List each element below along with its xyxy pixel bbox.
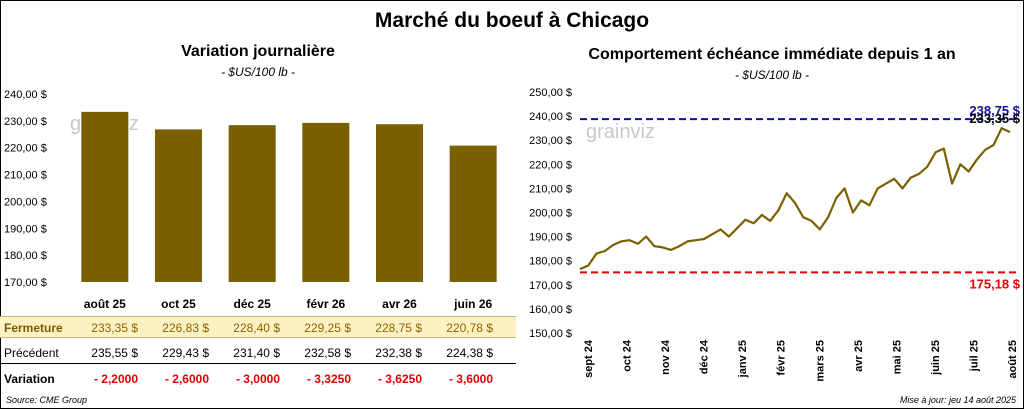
table-cell: 226,83 $: [162, 321, 209, 335]
reference-label-high: 238,75 $: [969, 103, 1020, 118]
y-tick-label: 190,00 $: [4, 223, 47, 235]
table-row-fermeture: Fermeture 233,35 $ 226,83 $ 228,40 $ 229…: [0, 316, 516, 338]
y-tick-label: 180,00 $: [4, 250, 47, 262]
y-tick-label: 200,00 $: [529, 208, 572, 220]
y-tick-label: 190,00 $: [529, 232, 572, 244]
main-title: Marché du boeuf à Chicago: [374, 9, 650, 32]
x-tick-label: juil 25: [968, 340, 980, 372]
x-tick-label: juin 26: [453, 297, 492, 311]
table-row-precedent: Précédent 235,55 $ 229,43 $ 231,40 $ 232…: [0, 340, 516, 364]
bar: [81, 111, 129, 282]
line-chart-title: Comportement échéance immédiate depuis 1…: [588, 46, 956, 63]
table-cell: - 2,2000: [93, 372, 138, 386]
watermark-logo: grainviz: [586, 121, 655, 143]
bar-chart-title: Variation journalière: [181, 43, 335, 60]
table-cell: - 3,6250: [377, 372, 422, 386]
row-label: Variation: [4, 372, 55, 386]
x-tick-label: juin 25: [930, 340, 942, 376]
x-tick-label: oct 25: [161, 297, 196, 311]
y-tick-label: 230,00 $: [529, 135, 572, 147]
table-cell: 220,78 $: [446, 321, 493, 335]
table-cell: 229,25 $: [304, 321, 351, 335]
row-label: Fermeture: [4, 321, 63, 335]
table-cell: 224,38 $: [446, 346, 493, 360]
x-tick-label: déc 25: [233, 297, 271, 311]
y-tick-label: 160,00 $: [529, 304, 572, 316]
table-cell: 228,40 $: [233, 321, 280, 335]
y-tick-label: 150,00 $: [529, 328, 572, 340]
table-row-variation: Variation - 2,2000 - 2,6000 - 3,0000 - 3…: [0, 366, 516, 390]
x-tick-label: mars 25: [814, 340, 826, 382]
x-tick-label: févr 25: [776, 340, 788, 375]
y-tick-label: 240,00 $: [4, 89, 47, 101]
y-tick-label: 210,00 $: [4, 170, 47, 182]
x-tick-label: sept 24: [583, 339, 595, 378]
y-tick-label: 200,00 $: [4, 196, 47, 208]
source-note: Source: CME Group: [6, 395, 88, 405]
table-cell: 232,38 $: [375, 346, 422, 360]
x-tick-label: déc 24: [699, 339, 711, 374]
price-series-line: [579, 127, 1011, 271]
line-chart: grainviz 150,00 $ 160,00 $ 170,00 $ 180,00 …: [529, 87, 1021, 382]
update-note: Mise à jour: jeu 14 août 2025: [899, 395, 1016, 405]
x-tick-label: mai 25: [891, 340, 903, 374]
table-cell: 235,55 $: [91, 346, 138, 360]
x-tick-label: oct 24: [622, 339, 634, 372]
table-cell: - 3,3250: [306, 372, 351, 386]
y-tick-label: 250,00 $: [529, 87, 572, 99]
row-label: Précédent: [4, 346, 59, 360]
bar: [228, 125, 276, 282]
table-cell: - 2,6000: [164, 372, 209, 386]
y-tick-label: 170,00 $: [4, 277, 47, 289]
bar: [376, 124, 423, 282]
table-cell: 229,43 $: [162, 346, 209, 360]
table-cell: - 3,0000: [235, 372, 280, 386]
table-cell: 231,40 $: [233, 346, 280, 360]
bar: [449, 145, 497, 282]
bar-chart-unit: - $US/100 lb -: [220, 65, 296, 79]
y-tick-label: 220,00 $: [529, 159, 572, 171]
x-tick-label: févr 26: [306, 297, 345, 311]
y-tick-label: 210,00 $: [529, 183, 572, 195]
reference-label-low: 175,18 $: [969, 276, 1020, 291]
y-tick-label: 240,00 $: [529, 111, 572, 123]
x-tick-label: avr 26: [382, 297, 417, 311]
x-tick-label: août 25: [1007, 340, 1019, 379]
last-value-label: 233,35 $: [969, 111, 1020, 126]
x-tick-label: nov 24: [660, 339, 672, 375]
y-tick-label: 230,00 $: [4, 116, 47, 128]
y-tick-label: 180,00 $: [529, 256, 572, 268]
x-tick-label: avr 25: [853, 340, 865, 372]
table-cell: 228,75 $: [375, 321, 422, 335]
y-tick-label: 220,00 $: [4, 143, 47, 155]
y-tick-label: 170,00 $: [529, 280, 572, 292]
table-cell: 232,58 $: [304, 346, 351, 360]
bar: [302, 122, 350, 282]
x-tick-label: janv 25: [737, 340, 749, 378]
table-cell: - 3,6000: [448, 372, 493, 386]
bar-chart: grainviz 170,00 $180,00 $190,00 $200,00 …: [4, 89, 497, 311]
table-cell: 233,35 $: [91, 321, 138, 335]
line-chart-unit: - $US/100 lb -: [734, 68, 810, 82]
bar: [155, 129, 202, 282]
x-tick-label: août 25: [84, 297, 126, 311]
